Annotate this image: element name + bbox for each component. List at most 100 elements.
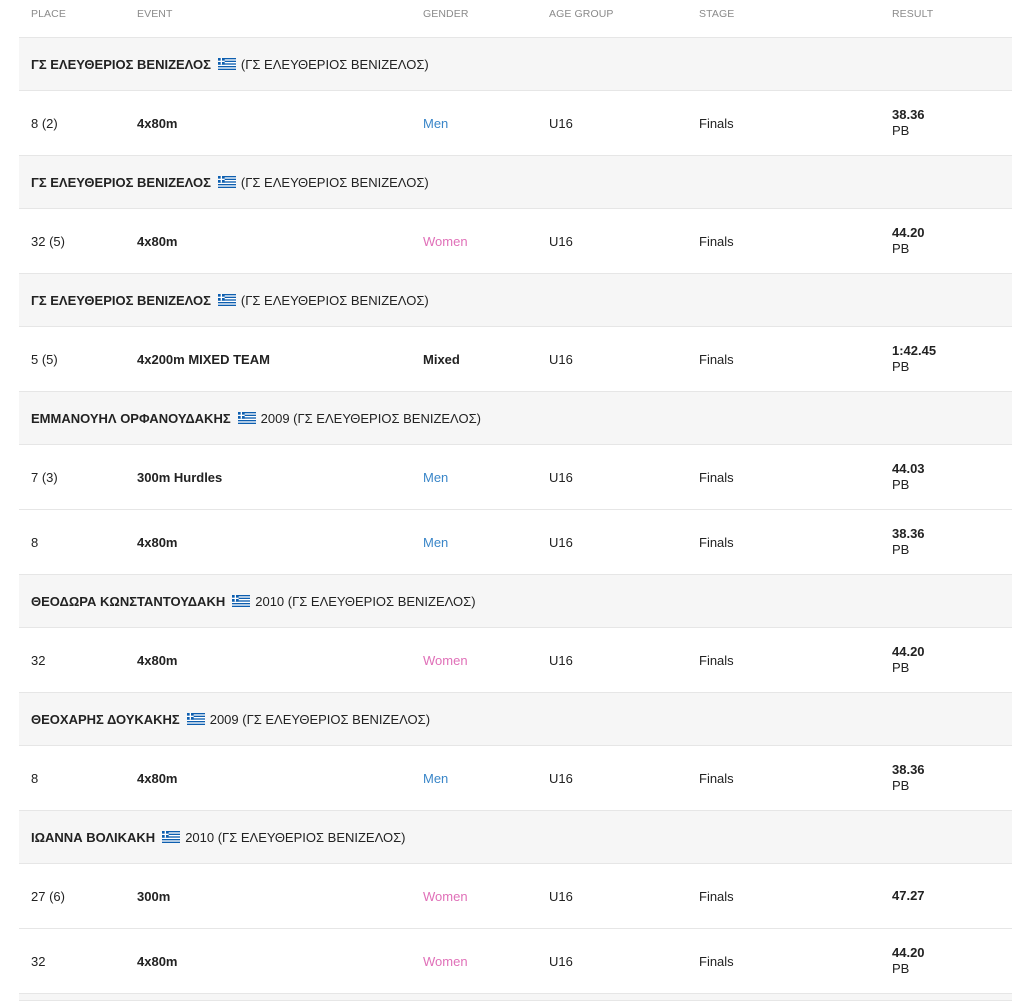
cell-event[interactable]: 4x80m — [137, 770, 178, 786]
table-body: ΓΣ ΕΛΕΥΘΕΡΙΟΣ ΒΕΝΙΖΕΛΟΣ (ΓΣ ΕΛΕΥΘΕΡΙΟΣ ΒΕ… — [19, 38, 1012, 1001]
group-name-link[interactable]: ΙΩΑΝΝΑ ΒΟΛΙΚΑΚΗ — [31, 829, 156, 845]
cell-event[interactable]: 4x80m — [137, 115, 178, 131]
cell-result: 44.20 PB — [892, 209, 925, 273]
group-title: ΕΜΜΑΝΟΥΗΛ ΟΡΦΑΝΟΥΔΑΚΗΣ 2009 (ΓΣ ΕΛΕΥΘΕΡΙΟ… — [31, 411, 481, 426]
column-header-stage[interactable]: STAGE — [699, 8, 735, 20]
cell-age-group: U16 — [549, 888, 573, 904]
cell-event[interactable]: 4x80m — [137, 233, 178, 249]
greece-flag-icon — [217, 176, 236, 188]
result-value: 38.36 — [892, 762, 925, 777]
group-name-link[interactable]: ΓΣ ΕΛΕΥΘΕΡΙΟΣ ΒΕΝΙΖΕΛΟΣ — [31, 174, 211, 190]
greece-flag-icon — [162, 831, 181, 843]
athlete-group-header: ΙΩΑΝΝΑ ΒΟΛΙΚΑΚΗ 2010 (ΓΣ ΕΛΕΥΘΕΡΙΟΣ ΒΕΝΙΖ… — [19, 811, 1012, 864]
cell-event[interactable]: 4x200m MIXED TEAM — [137, 351, 270, 367]
cell-result: 47.27 — [892, 864, 925, 928]
athlete-group-header: ΘΕΟΧΑΡΗΣ ΔΟΥΚΑΚΗΣ 2009 (ΓΣ ΕΛΕΥΘΕΡΙΟΣ ΒΕΝ… — [19, 693, 1012, 746]
greece-flag-icon — [217, 294, 236, 306]
cell-gender: Women — [423, 233, 468, 249]
cell-result: 44.20 PB — [892, 628, 925, 692]
cell-gender: Men — [423, 469, 449, 485]
result-value: 44.20 — [892, 225, 925, 240]
column-header-gender[interactable]: GENDER — [423, 8, 469, 20]
group-name-link[interactable]: ΘΕΟΔΩΡΑ ΚΩΝΣΤΑΝΤΟΥΔΑΚΗ — [31, 593, 226, 609]
column-header-place[interactable]: PLACE — [31, 8, 66, 20]
cell-age-group: U16 — [549, 953, 573, 969]
cell-place: 27 (6) — [31, 888, 65, 904]
cell-place: 8 — [31, 770, 39, 786]
group-extra: 2009 (ΓΣ ΕΛΕΥΘΕΡΙΟΣ ΒΕΝΙΖΕΛΟΣ) — [260, 410, 481, 426]
group-extra: 2010 (ΓΣ ΕΛΕΥΘΕΡΙΟΣ ΒΕΝΙΖΕΛΟΣ) — [185, 829, 406, 845]
cell-event[interactable]: 300m Hurdles — [137, 469, 223, 485]
group-name-link[interactable]: ΕΜΜΑΝΟΥΗΛ ΟΡΦΑΝΟΥΔΑΚΗΣ — [31, 410, 231, 426]
result-value: 38.36 — [892, 107, 925, 122]
cell-result: 38.36 PB — [892, 746, 925, 810]
result-value: 44.03 — [892, 461, 925, 476]
cell-event[interactable]: 4x80m — [137, 534, 178, 550]
result-value: 44.20 — [892, 644, 925, 659]
group-name-link[interactable]: ΓΣ ΕΛΕΥΘΕΡΙΟΣ ΒΕΝΙΖΕΛΟΣ — [31, 292, 211, 308]
athlete-group-header: ΓΣ ΕΛΕΥΘΕΡΙΟΣ ΒΕΝΙΖΕΛΟΣ (ΓΣ ΕΛΕΥΘΕΡΙΟΣ ΒΕ… — [19, 156, 1012, 209]
cell-stage: Finals — [699, 652, 734, 668]
cell-result: 38.36 PB — [892, 510, 925, 574]
result-value: 1:42.45 — [892, 343, 937, 358]
cell-result: 44.03 PB — [892, 445, 925, 509]
group-extra: 2009 (ΓΣ ΕΛΕΥΘΕΡΙΟΣ ΒΕΝΙΖΕΛΟΣ) — [209, 711, 431, 727]
athlete-group-header: ΕΜΜΑΝΟΥΗΛ ΟΡΦΑΝΟΥΔΑΚΗΣ 2009 (ΓΣ ΕΛΕΥΘΕΡΙΟ… — [19, 392, 1012, 445]
cell-result: 44.20 PB — [892, 929, 925, 993]
group-title: ΓΣ ΕΛΕΥΘΕΡΙΟΣ ΒΕΝΙΖΕΛΟΣ (ΓΣ ΕΛΕΥΘΕΡΙΟΣ ΒΕ… — [31, 175, 429, 190]
result-note: PB — [892, 241, 910, 256]
cell-gender: Women — [423, 953, 468, 969]
table-row: 32 (5) 4x80m Women U16 Finals 44.20 PB — [19, 209, 1012, 274]
cell-gender: Women — [423, 652, 468, 668]
table-header: PLACE EVENT GENDER AGE GROUP STAGE RESUL… — [19, 0, 1012, 38]
result-note: PB — [892, 778, 910, 793]
table-row: 32 4x80m Women U16 Finals 44.20 PB — [19, 929, 1012, 994]
cell-stage: Finals — [699, 115, 734, 131]
result-value: 47.27 — [892, 888, 925, 903]
group-title: ΘΕΟΧΑΡΗΣ ΔΟΥΚΑΚΗΣ 2009 (ΓΣ ΕΛΕΥΘΕΡΙΟΣ ΒΕΝ… — [31, 712, 430, 727]
cell-place: 8 — [31, 534, 39, 550]
result-note: PB — [892, 359, 910, 374]
group-title: ΘΕΟΔΩΡΑ ΚΩΝΣΤΑΝΤΟΥΔΑΚΗ 2010 (ΓΣ ΕΛΕΥΘΕΡΙΟ… — [31, 594, 476, 609]
column-header-event[interactable]: EVENT — [137, 8, 173, 20]
column-header-result[interactable]: RESULT — [892, 8, 934, 20]
greece-flag-icon — [237, 412, 256, 424]
group-title: ΓΣ ΕΛΕΥΘΕΡΙΟΣ ΒΕΝΙΖΕΛΟΣ (ΓΣ ΕΛΕΥΘΕΡΙΟΣ ΒΕ… — [31, 57, 429, 72]
result-note: PB — [892, 660, 910, 675]
cell-stage: Finals — [699, 233, 734, 249]
cell-stage: Finals — [699, 953, 734, 969]
cell-gender: Men — [423, 115, 449, 131]
result-value: 38.36 — [892, 526, 925, 541]
result-value: 44.20 — [892, 945, 925, 960]
greece-flag-icon — [232, 595, 251, 607]
cell-event[interactable]: 300m — [137, 888, 171, 904]
cell-stage: Finals — [699, 534, 734, 550]
cell-stage: Finals — [699, 351, 734, 367]
table-row: 7 (3) 300m Hurdles Men U16 Finals 44.03 PB — [19, 445, 1012, 510]
cell-age-group: U16 — [549, 770, 573, 786]
table-row: 8 4x80m Men U16 Finals 38.36 PB — [19, 510, 1012, 575]
cell-place: 32 (5) — [31, 233, 65, 249]
cell-place: 7 (3) — [31, 469, 58, 485]
results-table: PLACE EVENT GENDER AGE GROUP STAGE RESUL… — [19, 0, 1012, 1001]
column-header-age-group[interactable]: AGE GROUP — [549, 8, 614, 20]
group-name-link[interactable]: ΘΕΟΧΑΡΗΣ ΔΟΥΚΑΚΗΣ — [31, 711, 180, 727]
cell-result: 1:42.45 PB — [892, 327, 936, 391]
cell-age-group: U16 — [549, 469, 573, 485]
group-extra: (ΓΣ ΕΛΕΥΘΕΡΙΟΣ ΒΕΝΙΖΕΛΟΣ) — [240, 292, 429, 308]
group-extra: (ΓΣ ΕΛΕΥΘΕΡΙΟΣ ΒΕΝΙΖΕΛΟΣ) — [240, 174, 429, 190]
greece-flag-icon — [217, 58, 236, 70]
cell-age-group: U16 — [549, 351, 573, 367]
cell-place: 32 — [31, 953, 46, 969]
cell-place: 32 — [31, 652, 46, 668]
cell-gender: Women — [423, 888, 468, 904]
cell-event[interactable]: 4x80m — [137, 953, 178, 969]
group-name-link[interactable]: ΓΣ ΕΛΕΥΘΕΡΙΟΣ ΒΕΝΙΖΕΛΟΣ — [31, 56, 211, 72]
result-note: PB — [892, 542, 910, 557]
cell-event[interactable]: 4x80m — [137, 652, 178, 668]
cell-age-group: U16 — [549, 233, 573, 249]
group-extra: 2010 (ΓΣ ΕΛΕΥΘΕΡΙΟΣ ΒΕΝΙΖΕΛΟΣ) — [255, 593, 476, 609]
result-note: PB — [892, 477, 910, 492]
athlete-group-header: ΓΣ ΕΛΕΥΘΕΡΙΟΣ ΒΕΝΙΖΕΛΟΣ (ΓΣ ΕΛΕΥΘΕΡΙΟΣ ΒΕ… — [19, 274, 1012, 327]
result-note: PB — [892, 961, 910, 976]
